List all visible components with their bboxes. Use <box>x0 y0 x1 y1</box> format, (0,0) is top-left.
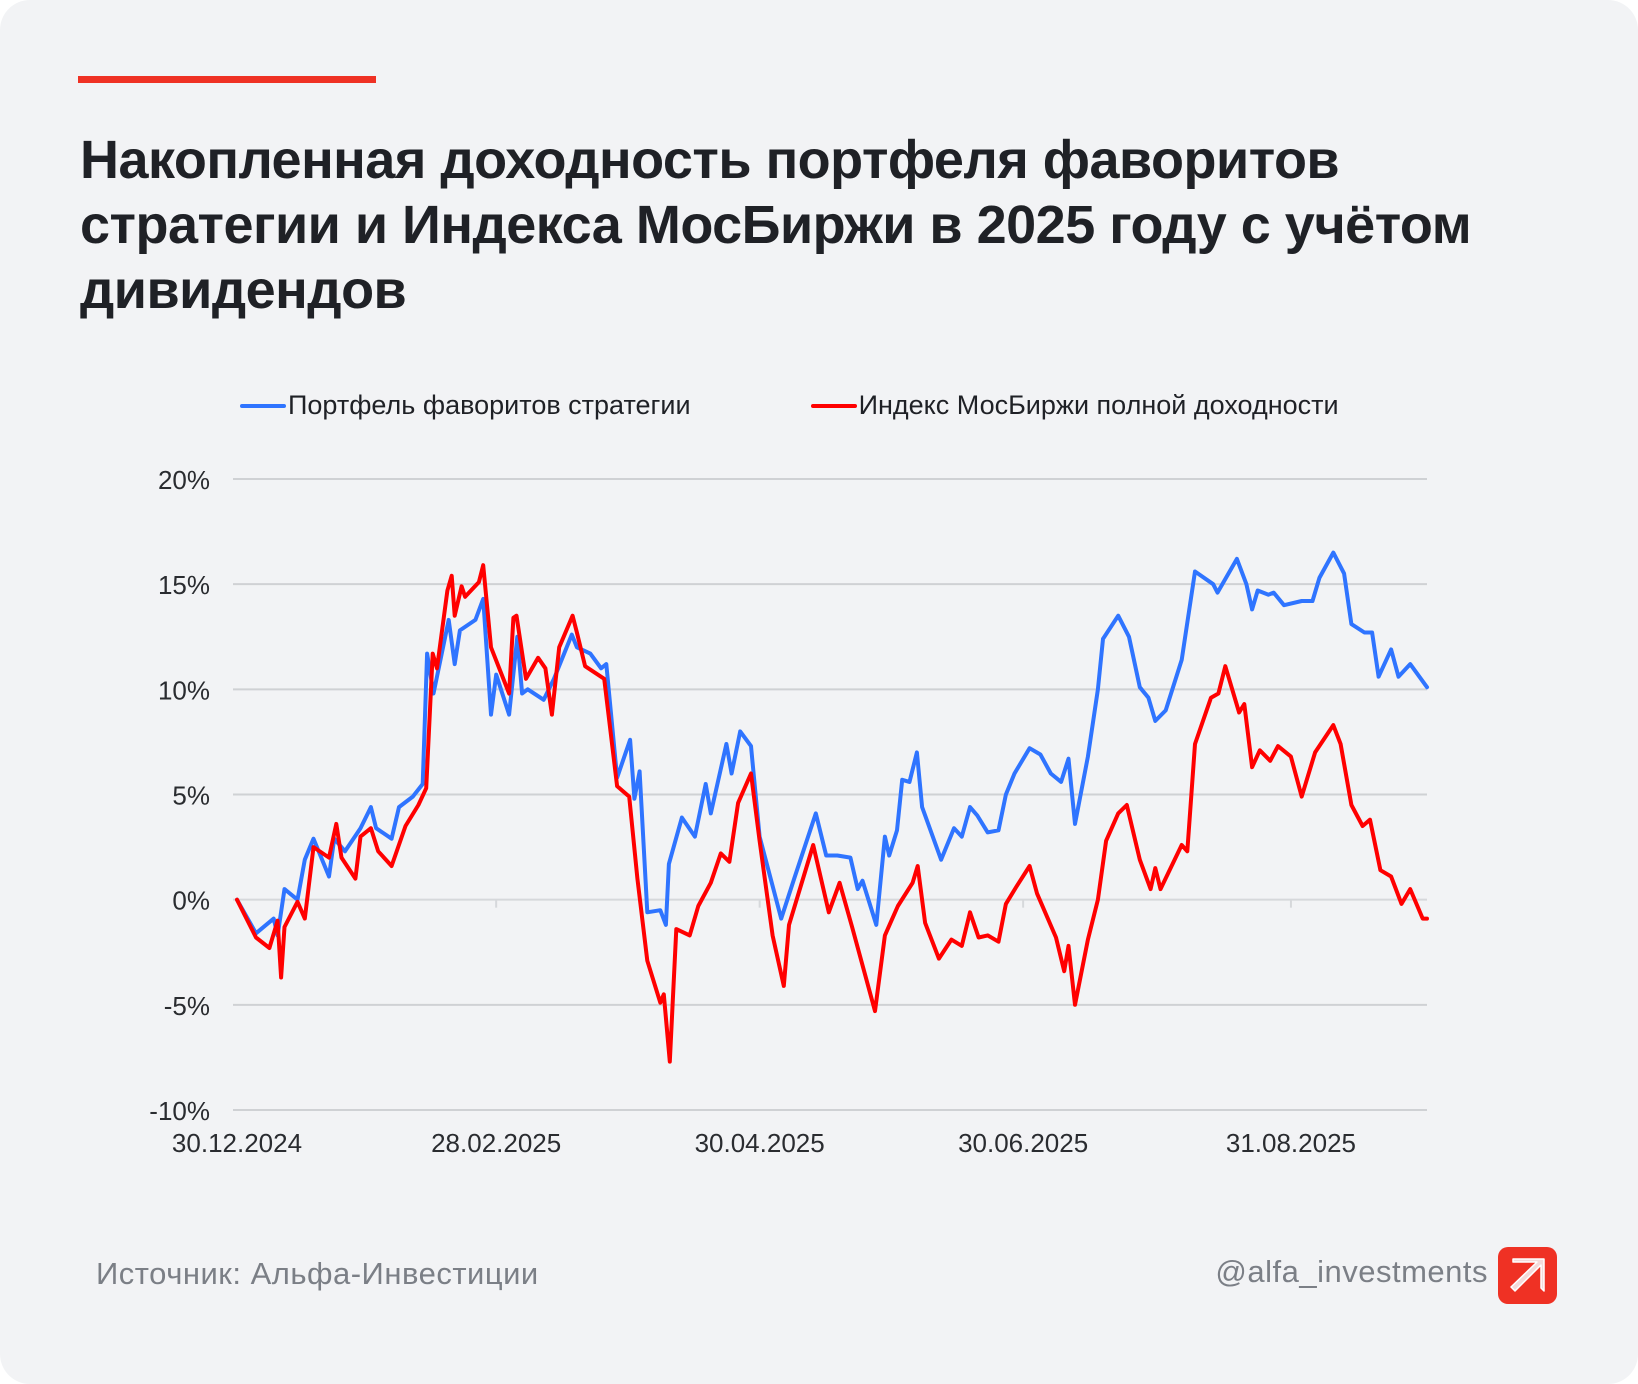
alfa-arrow-logo-icon <box>1498 1247 1557 1304</box>
accent-bar <box>78 76 376 83</box>
y-tick-label: 15% <box>158 570 210 600</box>
series-line-portfolio <box>235 550 1429 938</box>
x-tick-label: 28.02.2025 <box>431 1128 561 1158</box>
y-tick-label: 10% <box>158 675 210 705</box>
legend-label: Индекс МосБиржи полной доходности <box>858 390 1339 420</box>
legend: Портфель фаворитов стратегии Индекс МосБ… <box>240 390 1339 421</box>
y-tick-label: 20% <box>158 465 210 495</box>
y-tick-label: 5% <box>172 781 210 811</box>
x-tick-label: 30.12.2024 <box>172 1128 302 1158</box>
source-note: Источник: Альфа-Инвестиции <box>96 1256 539 1291</box>
x-tick-label: 30.04.2025 <box>695 1128 825 1158</box>
social-handle: @alfa_investments <box>1215 1254 1488 1289</box>
legend-item-index: Индекс МосБиржи полной доходности <box>810 390 1339 421</box>
series-line-moex-index <box>235 563 1429 1064</box>
legend-label: Портфель фаворитов стратегии <box>288 390 691 420</box>
legend-swatch-blue <box>240 403 286 408</box>
x-tick-label: 31.08.2025 <box>1226 1128 1356 1158</box>
legend-item-portfolio: Портфель фаворитов стратегии <box>240 390 691 421</box>
y-tick-label: 0% <box>172 886 210 916</box>
chart-title: Накопленная доходность портфеля фаворито… <box>80 130 1472 320</box>
x-tick-label: 30.06.2025 <box>958 1128 1088 1158</box>
y-tick-label: -10% <box>149 1096 210 1126</box>
legend-swatch-red <box>810 403 857 408</box>
y-tick-label: -5% <box>164 991 210 1021</box>
